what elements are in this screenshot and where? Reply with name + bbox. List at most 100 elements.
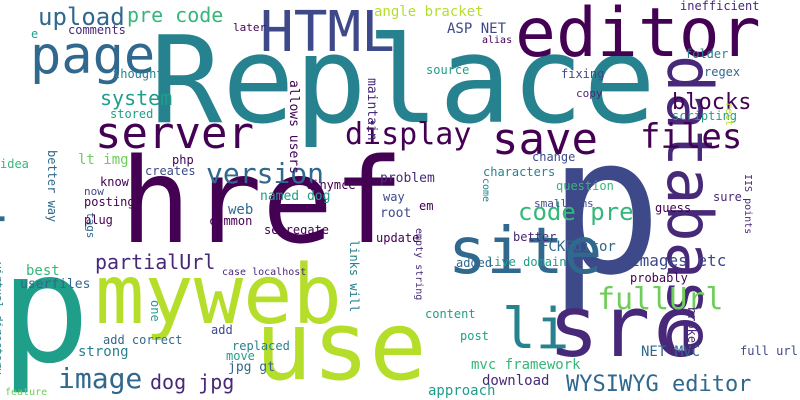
word-cloud-term: one [148, 300, 162, 322]
word-cloud-term: angle bracket [374, 4, 484, 20]
word-cloud-term: li [502, 297, 570, 362]
word-cloud-term: src [548, 278, 702, 377]
word-cloud-term: rest [723, 102, 734, 127]
word-cloud-term: approach [428, 383, 496, 399]
word-cloud-term: myweb [95, 248, 342, 343]
word-cloud-term: php [172, 153, 194, 167]
word-cloud-term: case localhost [222, 267, 307, 278]
word-cloud-term: server [95, 108, 254, 159]
word-cloud-term: idea [0, 157, 29, 171]
word-cloud-term: partialUrl [95, 250, 216, 274]
word-cloud-term: lt img [78, 152, 129, 168]
word-cloud-term: save [492, 114, 598, 165]
word-cloud-term: best [26, 263, 60, 279]
word-cloud-term: Replace [150, 12, 656, 151]
word-cloud-term: question [556, 179, 614, 193]
word-cloud-term: site [448, 215, 603, 289]
word-cloud-term: image [58, 362, 143, 395]
word-cloud-term: maintain [364, 78, 379, 141]
word-cloud-term: named dog [260, 189, 331, 204]
word-cloud-term: root [380, 206, 412, 221]
word-cloud-term: sure [713, 190, 742, 204]
word-cloud-term: page [30, 26, 156, 86]
word-cloud-term: know [100, 175, 129, 189]
word-cloud-term: p [0, 223, 91, 397]
word-cloud-term: IIS points [742, 174, 753, 235]
word-cloud-term: FCKEditor [540, 239, 616, 255]
word-cloud-term: better [513, 230, 557, 244]
word-cloud-term: way [383, 190, 405, 204]
word-cloud-term: use [255, 292, 427, 400]
word-cloud-term: strong [78, 344, 129, 360]
word-cloud-term: jpg gt [228, 360, 275, 375]
word-cloud-term: content [425, 307, 476, 321]
word-cloud-term: em [419, 199, 434, 213]
word-cloud-term: upload [38, 3, 125, 31]
word-cloud-term: feature [5, 387, 48, 398]
word-cloud-term: creates [145, 164, 196, 178]
word-cloud-term: ASP NET [447, 21, 507, 37]
word-cloud-term: added [456, 256, 493, 270]
word-cloud-term: mvc framework [471, 357, 581, 373]
word-cloud-term: plug [84, 213, 113, 227]
word-cloud-term: characters [483, 165, 556, 179]
word-cloud-term: href [120, 132, 405, 270]
word-cloud-term: HTML [260, 0, 395, 65]
word-cloud-term: WYSIWYG editor [566, 372, 752, 397]
word-cloud-term: download [482, 373, 550, 389]
word-cloud-term: posting [84, 195, 135, 209]
word-cloud-term: userfiles [20, 277, 91, 292]
word-cloud-term: post [460, 329, 489, 343]
word-cloud-term: fixing [561, 67, 605, 81]
word-cloud-term: come [480, 178, 491, 203]
word-cloud-term: folder [685, 47, 729, 61]
word-cloud-term: system [100, 86, 173, 110]
word-cloud-term: web [228, 202, 254, 218]
word-cloud-term: better way [45, 150, 59, 223]
word-cloud-term: add correct [103, 333, 183, 347]
word-cloud-term: blocks [672, 90, 752, 115]
word-cloud-term: probably [630, 271, 688, 285]
word-cloud-term: links will [347, 240, 361, 313]
word-cloud-term: images etc [630, 251, 727, 270]
word-cloud-term: p [548, 96, 663, 317]
word-cloud-term: stored [110, 107, 154, 121]
word-cloud-term: common [209, 214, 253, 228]
word-cloud-term: live domain [487, 255, 567, 269]
word-cloud-term: inefficient [680, 0, 760, 13]
word-cloud-term: pre code [127, 3, 224, 27]
word-cloud-term: version [206, 157, 325, 190]
word-cloud-term: thought [113, 67, 164, 81]
word-cloud-term: change [532, 150, 576, 164]
word-cloud-term: full url [740, 344, 798, 358]
word-cloud-term: now [84, 185, 104, 198]
word-cloud-term: segregate [264, 223, 330, 237]
word-cloud-term: source [426, 63, 470, 77]
word-cloud-term: display [345, 117, 472, 152]
word-cloud-term: replaced [232, 339, 290, 353]
word-cloud-term: comments [68, 23, 126, 37]
word-cloud-term: broken [685, 307, 699, 351]
word-cloud-term: move [226, 349, 255, 363]
word-cloud-term: editor [515, 0, 761, 73]
word-cloud-term: later [233, 21, 267, 34]
word-cloud-term: NET MVC [641, 344, 701, 360]
word-cloud-term: guess [655, 201, 692, 215]
word-cloud-term: problem [380, 171, 435, 186]
word-cloud-term: allows users [286, 80, 301, 174]
word-cloud-term: files [640, 117, 743, 157]
word-cloud-term: dog jpg [150, 370, 235, 394]
word-cloud-term: update [376, 231, 420, 245]
word-cloud-term: tinymce [305, 178, 356, 192]
word-cloud-term: virtual directory [0, 262, 5, 375]
word-cloud-term: small cms [534, 197, 594, 210]
word-cloud-term: e [31, 27, 39, 41]
word-cloud-term: fullUrl [597, 282, 724, 317]
word-cloud-term: code pre [518, 198, 634, 226]
word-cloud-term: alias [482, 35, 513, 46]
word-cloud-term: scripting [672, 109, 738, 123]
word-cloud-term: regex [704, 65, 741, 79]
word-cloud-term: add [211, 323, 233, 337]
word-cloud-term: copy [576, 87, 603, 100]
